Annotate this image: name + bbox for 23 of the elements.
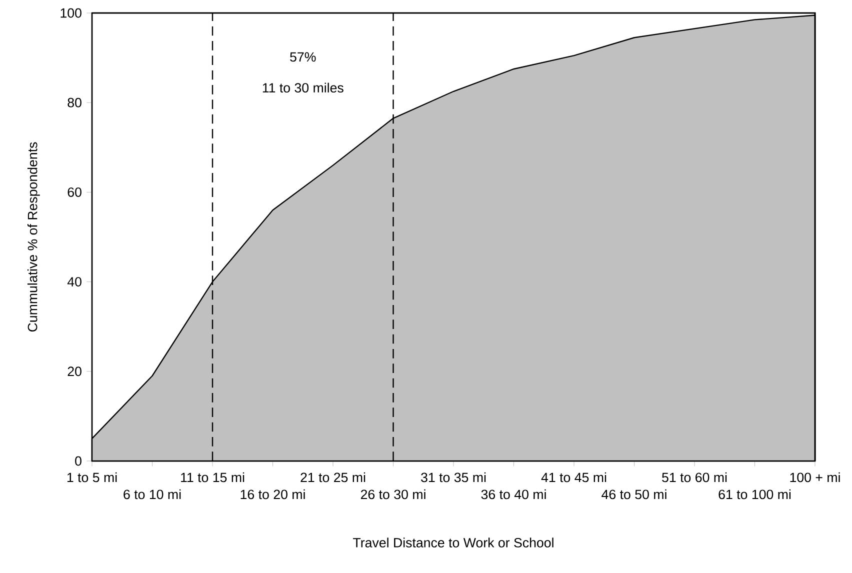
annotation: 57%: [290, 52, 316, 62]
y-tick-label: 60: [68, 187, 82, 197]
x-tick-label: 6 to 10 mi: [124, 489, 181, 500]
y-tick-label: 80: [68, 98, 82, 108]
x-tick-label: 16 to 20 mi: [240, 489, 305, 500]
y-tick-label: 40: [67, 277, 82, 287]
y-axis-title: Cummulative % of Respondents: [27, 142, 40, 332]
y-tick-label: 20: [68, 366, 82, 376]
x-tick-label: 21 to 25 mi: [300, 472, 366, 482]
x-tick-label: 31 to 35 mi: [421, 472, 486, 482]
x-axis-title: Travel Distance to Work or School: [353, 538, 554, 548]
x-tick-label: 26 to 30 mi: [360, 489, 426, 500]
x-tick-label: 1 to 5 mi: [67, 472, 117, 482]
y-tick-label: 0: [75, 456, 82, 466]
x-tick-label: 100 + mi: [790, 472, 840, 482]
annotation: 11 to 30 miles: [262, 82, 344, 93]
y-tick-label: 100: [60, 8, 82, 18]
x-tick-label: 11 to 15 mi: [181, 472, 244, 482]
x-tick-label: 61 to 100 mi: [718, 489, 791, 500]
x-tick-label: 51 to 60 mi: [662, 472, 727, 482]
x-tick-label: 46 to 50 mi: [602, 489, 666, 500]
x-tick-label: 41 to 45 mi: [541, 472, 606, 482]
x-tick-label: 36 to 40 mi: [481, 489, 546, 500]
